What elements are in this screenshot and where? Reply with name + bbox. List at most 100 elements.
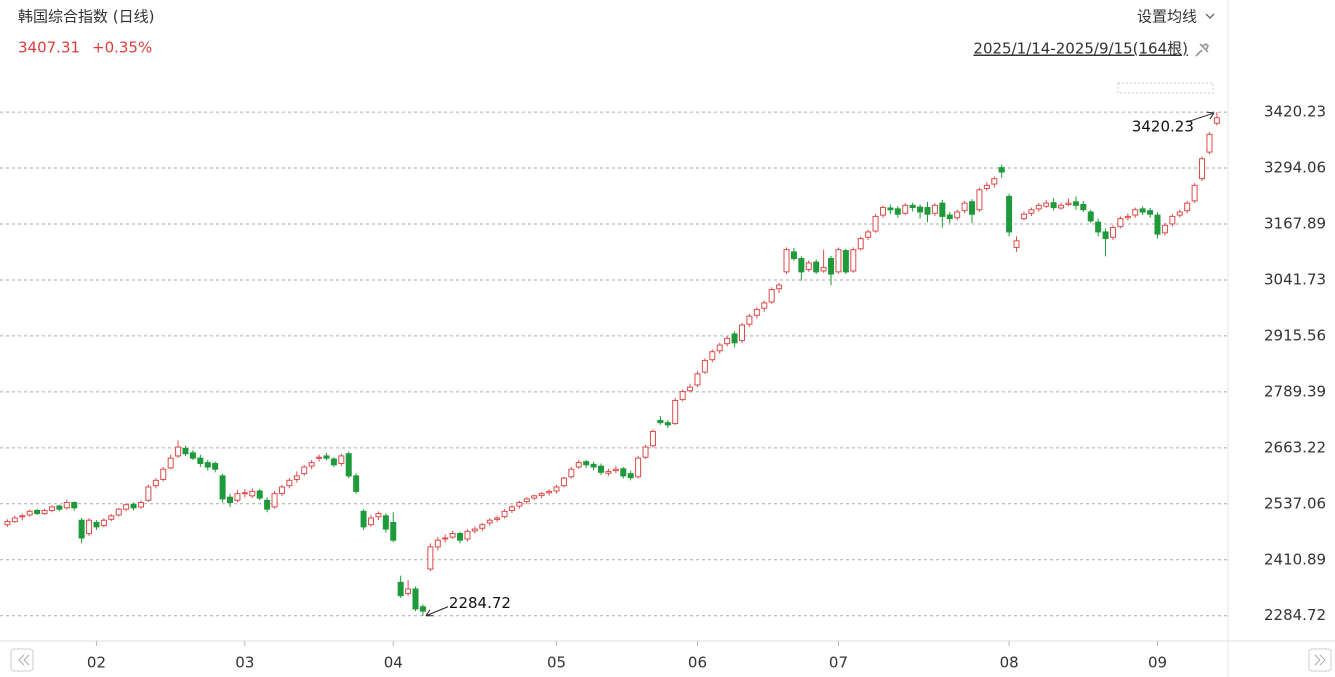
candle-body xyxy=(449,533,456,538)
candle-body xyxy=(137,502,144,508)
candle-body xyxy=(523,498,530,503)
candle-body xyxy=(93,521,100,528)
candle-body xyxy=(612,468,619,472)
candle-body xyxy=(1043,202,1050,207)
scroll-left[interactable] xyxy=(10,648,34,672)
settings-button[interactable]: 设置均线 xyxy=(1137,8,1197,26)
candle-body xyxy=(382,515,389,530)
candle-body xyxy=(375,513,382,518)
candle-body xyxy=(664,422,671,426)
x-tick-label: 06 xyxy=(688,654,707,672)
x-tick-label: 04 xyxy=(384,654,403,672)
candle-body xyxy=(189,452,196,459)
candle-body xyxy=(872,215,879,232)
candle-body xyxy=(471,528,478,532)
y-tick-label: 2663.22 xyxy=(1264,438,1326,456)
candle-body xyxy=(687,386,694,392)
scroll-right-icon[interactable] xyxy=(1314,654,1326,666)
candle-body xyxy=(479,524,486,529)
candle-body xyxy=(4,521,11,526)
candle-body xyxy=(405,588,412,594)
candle-body xyxy=(998,167,1005,173)
candle-body xyxy=(709,351,716,361)
y-tick-label: 2915.56 xyxy=(1264,326,1326,344)
candle-body xyxy=(1006,195,1013,233)
candle-body xyxy=(813,261,820,273)
candle-body xyxy=(160,468,167,480)
candle-body xyxy=(939,202,946,217)
x-tick-label: 07 xyxy=(829,654,848,672)
candle-body xyxy=(1184,202,1191,212)
candle-body xyxy=(850,249,857,272)
candle-body xyxy=(353,475,360,492)
candle-body xyxy=(234,493,241,501)
max-label: 3420.23 xyxy=(1132,118,1194,136)
x-tick-label: 09 xyxy=(1148,654,1167,672)
candle-body xyxy=(316,456,323,459)
candle-body xyxy=(48,506,55,511)
y-tick-label: 3041.73 xyxy=(1264,270,1326,288)
candle-body xyxy=(1206,133,1213,153)
candle-body xyxy=(1095,221,1102,233)
candle-body xyxy=(1109,227,1116,238)
candle-body xyxy=(1080,203,1087,211)
candle-body xyxy=(820,266,827,272)
date-range[interactable]: 2025/1/14-2025/9/15(164根) xyxy=(973,40,1188,58)
candle-body xyxy=(457,533,464,541)
candle-body xyxy=(1213,117,1220,124)
candle-body xyxy=(1065,202,1072,205)
scroll-left-icon[interactable] xyxy=(18,654,30,666)
candle-body xyxy=(1147,210,1154,215)
candle-body xyxy=(123,504,130,510)
candle-body xyxy=(434,539,441,548)
candle-body xyxy=(501,510,508,518)
candle-body xyxy=(63,502,70,509)
candle-body xyxy=(924,207,931,215)
candle-body xyxy=(367,517,374,526)
candle-body xyxy=(249,490,256,497)
candle-body xyxy=(271,493,278,508)
candle-body xyxy=(649,431,656,447)
candle-body xyxy=(642,446,649,458)
candle-body xyxy=(256,490,263,499)
candle-body xyxy=(212,462,219,470)
candle-body xyxy=(761,302,768,309)
candle-body xyxy=(1161,224,1168,234)
candle-body xyxy=(583,461,590,466)
dropdown-icon[interactable] xyxy=(1205,13,1215,19)
candle-body xyxy=(286,479,293,487)
x-tick-label: 08 xyxy=(1000,654,1019,672)
min-arrow-head xyxy=(425,609,433,617)
candle-body xyxy=(894,208,901,215)
candle-body xyxy=(278,486,285,495)
candle-body xyxy=(323,455,330,459)
candle-body xyxy=(1028,209,1035,214)
candle-body xyxy=(494,517,501,520)
pin-icon[interactable] xyxy=(1195,43,1209,57)
candle-body xyxy=(1169,215,1176,225)
candle-body xyxy=(842,250,849,273)
candle-body xyxy=(835,249,842,273)
candle-body xyxy=(783,249,790,273)
candle-body xyxy=(227,496,234,504)
max-arrow xyxy=(1186,112,1215,123)
y-tick-label: 2410.89 xyxy=(1264,550,1326,568)
candle-body xyxy=(635,457,642,478)
candle-body xyxy=(946,214,953,220)
candle-body xyxy=(575,462,582,468)
candle-body xyxy=(627,473,634,479)
candle-body xyxy=(931,204,938,214)
candle-body xyxy=(442,537,449,540)
candle-body xyxy=(100,519,107,527)
candle-body xyxy=(86,519,93,535)
candle-body xyxy=(902,204,909,214)
candle-body xyxy=(657,419,664,424)
candle-body xyxy=(516,502,523,507)
chart-title: 韩国综合指数 (日线) xyxy=(18,8,154,26)
candle-body xyxy=(738,324,745,342)
candle-body xyxy=(879,207,886,216)
candle-body xyxy=(115,508,122,516)
candle-body xyxy=(419,606,426,612)
candle-body xyxy=(41,509,48,515)
